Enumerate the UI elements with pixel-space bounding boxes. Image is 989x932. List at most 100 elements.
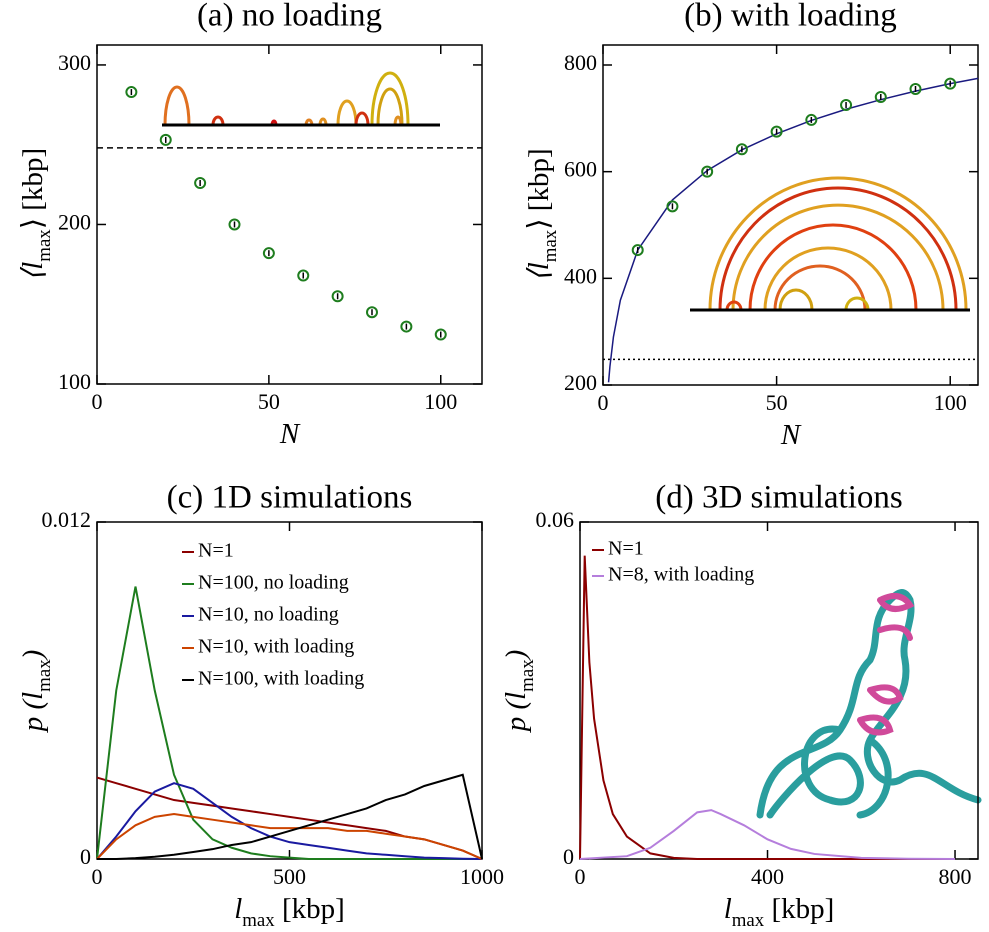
label-part: max [34,229,55,262]
y-tick-label: 200 [564,370,597,395]
chart-title: (c) 1D simulations [167,480,413,516]
arc-inset-a [162,71,440,127]
label-part: max [242,910,275,931]
legend-label: N=10, no loading [198,604,339,626]
label-part: ⟩ [kbp] [523,148,555,229]
label-part: [kbp] [764,893,834,925]
x-tick-label: 400 [751,864,784,889]
label-part: p ( [500,698,532,734]
y-tick-label: 0 [563,844,574,869]
x-tick-label: 0 [92,389,103,414]
y-tick-label: 0.06 [536,507,575,532]
x-tick-label: 100 [424,389,457,414]
data-point [909,83,922,95]
label-part: max [517,659,538,692]
chart-title: (b) with loading [684,0,897,34]
x-tick-label: 50 [258,389,280,414]
y-axis-label: p (lmax) [17,650,55,734]
y-tick-label: 300 [58,50,91,75]
x-tick-label: 0 [598,390,609,415]
chart-title: (d) 3D simulations [655,480,902,516]
y-tick-label: 100 [58,369,91,394]
y-tick-label: 600 [564,157,597,182]
y-tick-label: 400 [564,263,597,288]
legend-label: N=100, with loading [198,668,364,690]
y-tick-label: 0.012 [42,507,92,532]
label-part: N [279,418,301,450]
x-tick-label: 100 [934,390,967,415]
series-line [579,809,956,860]
data-point [874,91,887,103]
series-line [96,782,483,860]
x-axis-label: N [780,419,802,451]
legend-label: N=10, with loading [198,636,354,658]
polymer-image [756,589,982,819]
label-part: N [780,419,802,451]
x-tick-label: 500 [273,864,306,889]
y-tick-label: 200 [58,210,91,235]
data-point [770,125,783,138]
y-axis-label: ⟨lmax⟩ [kbp] [523,148,561,281]
label-part: l [17,262,49,270]
legend-label: N=8, with loading [608,564,754,586]
fit-curve [607,77,979,383]
x-tick-label: 50 [766,390,788,415]
x-axis-label: N [279,418,301,450]
label-part: ⟨ [17,266,49,281]
data-point [735,143,748,156]
label-part: l [523,262,555,270]
series-line [96,586,482,860]
data-point [840,99,853,111]
label-part: ) [17,650,49,662]
x-tick-label: 0 [575,864,586,889]
data-point [400,320,413,333]
data-point [194,176,207,189]
label-part: p ( [17,698,49,734]
x-tick-label: 800 [939,864,972,889]
data-point [331,290,344,303]
label-part: ⟩ [kbp] [17,148,49,229]
data-point [666,200,679,213]
label-part: l [724,893,732,925]
data-point [366,306,378,319]
data-point [701,165,714,178]
legend-label: N=100, no loading [198,572,349,594]
label-part: l [234,893,242,925]
label-part: ) [500,650,532,662]
legend-label: N=1 [198,540,234,562]
label-part: max [34,659,55,692]
series-line [579,555,956,860]
data-point [159,133,172,146]
label-part: l [500,692,532,700]
label-part: [kbp] [275,893,345,925]
x-tick-label: 1000 [460,864,504,889]
y-axis-label: ⟨lmax⟩ [kbp] [17,148,55,281]
series-line [96,776,483,860]
data-point [944,77,957,90]
legend-label: N=1 [608,538,644,560]
x-axis-label: lmax [kbp] [724,893,835,931]
plot-frame [96,44,483,385]
x-tick-label: 0 [92,864,103,889]
chart-title: (a) no loading [197,0,382,34]
y-tick-label: 800 [564,50,597,75]
series-line [97,773,483,860]
data-point [228,218,241,231]
data-point [125,86,138,99]
data-point [631,244,644,257]
arc-inset-b [690,176,970,312]
label-part: ⟨ [523,267,555,282]
plot-frame [602,44,979,386]
label-part: max [732,910,765,931]
data-point [805,113,818,126]
data-point [297,269,310,282]
label-part: max [540,229,561,262]
data-point [262,247,275,260]
y-tick-label: 0 [80,844,91,869]
series-line [96,813,483,860]
y-axis-label: p (lmax) [500,650,538,734]
data-point [434,328,447,341]
label-part: l [17,692,49,700]
